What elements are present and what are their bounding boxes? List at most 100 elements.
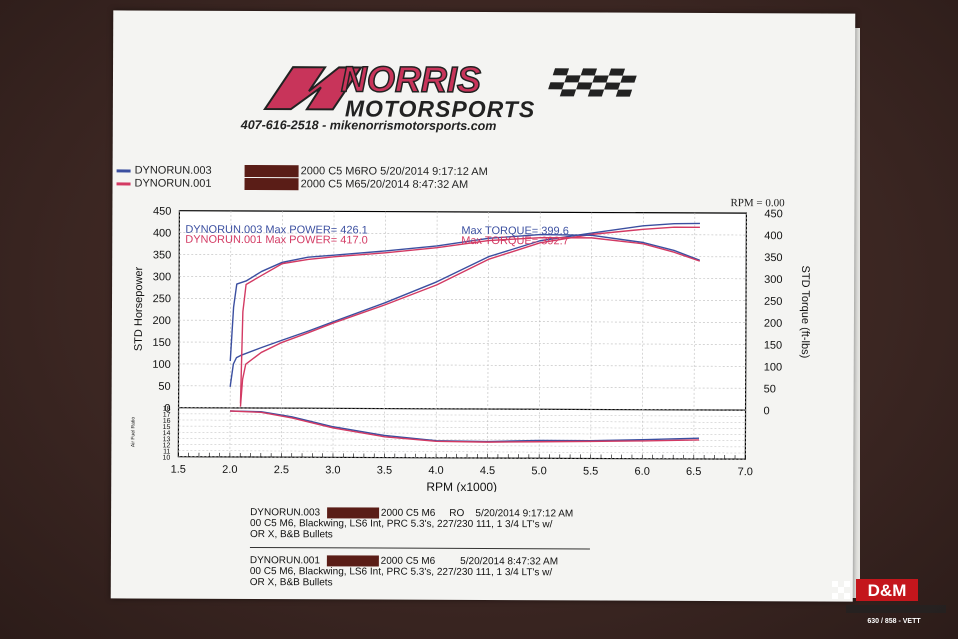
series-line-dynorun-001-power [239,226,700,407]
x-tick-label: 4.0 [428,465,443,477]
x-tick-label: 6.5 [686,466,701,478]
checkered-flag-icon [548,68,637,97]
afr-tick-label: 12 [163,442,171,449]
x-axis-label: RPM (x1000) [426,480,497,494]
x-tick-label: 4.5 [480,465,495,477]
y-right-tick-label: 50 [764,383,776,395]
y-right-tick-label: 300 [764,274,782,286]
y-left-tick-label: 250 [153,293,171,305]
x-tick-label: 5.0 [531,465,546,477]
x-tick-label: 2.0 [222,464,237,476]
y-right-tick-label: 450 [764,208,782,220]
afr-gridline [178,419,746,423]
x-tick-label: 3.0 [325,464,340,476]
norris-logo: NORRIS MOTORSPORTS 407-616-2518 - mikeno… [240,58,637,133]
x-tick-label: 7.0 [738,466,753,478]
y-left-tick-label: 0 [164,403,170,415]
series-line-dynorun-001-afr [230,410,700,443]
y-gridline [179,254,747,258]
afr-gridline [178,456,746,460]
x-gridline [487,212,489,459]
x-gridline [590,212,593,459]
afr-tick-label: 13 [163,436,171,443]
y-left-tick-label: 450 [153,206,171,218]
afr-gridline [178,413,746,417]
x-gridline [641,212,644,459]
y-left-tick-label: 50 [158,381,170,393]
y-left-axis-label: STD Horsepower [133,266,145,351]
afr-tick-label: 16 [163,418,171,425]
footer-run-001: DYNORUN.001 2000 C5 M6 5/20/2014 8:47:32… [250,555,558,589]
y-right-tick-label: 100 [764,361,782,373]
logo-n-shape [262,66,363,111]
afr-tick-label: 18 [163,406,171,413]
y-right-axis-label: STD Torque (ft-lbs) [799,266,811,359]
footer-run-003-id: DYNORUN.003 [250,507,321,519]
chart-annotation: DYNORUN.001 Max POWER= 417.0 [185,234,368,247]
logo-name-top: NORRIS [341,58,481,100]
dyno-sheet: NORRIS MOTORSPORTS 407-616-2518 - mikeno… [110,10,856,602]
y-right-tick-label: 350 [764,252,782,264]
y-gridline [178,363,746,367]
series-line-dynorun-003-power [229,222,700,387]
y-right-tick-label: 200 [764,318,782,330]
watermark-text: D&M [868,581,907,600]
y-left-tick-label: 400 [153,227,171,239]
logo-name-bottom: MOTORSPORTS [345,95,535,122]
y-gridline [179,297,747,302]
y-left-tick-label: 350 [153,249,171,261]
footer-run-001-id: DYNORUN.001 [249,555,320,567]
chart-annotation: Max TORQUE= 392.7 [461,235,569,247]
dyno-chart: 1.5 2.0 2.5 3.0 3.5 4.0 4.5 5.0 5.5 6.0 6.5 7.0 0 50 1… [130,206,811,494]
dm-watermark-logo: D&M 630 / 858 - VETT [832,579,946,625]
footer-run-001-desc2: OR X, B&B Bullets [249,577,333,589]
afr-gridline [178,425,746,429]
afr-gridline [178,431,746,435]
x-gridline [538,212,541,459]
checkered-flag-icon [832,581,850,599]
y-right-tick-label: 250 [764,296,782,308]
y-left-tick-label: 150 [152,337,170,349]
y-gridline [178,385,746,389]
afr-tick-label: 15 [163,424,171,431]
footer-divider [249,546,590,550]
y-right-tick-label: 400 [764,230,782,242]
x-tick-label: 6.0 [635,466,650,478]
chart-annotation: Max TORQUE= 399.6 [461,225,569,237]
x-tick-label: 1.5 [171,464,186,476]
logo-contact: 407-616-2518 - mikenorrismotorsports.com [240,118,497,133]
x-tick-label: 5.5 [583,465,598,477]
y-gridline [179,276,747,280]
watermark-sub: 630 / 858 - VETT [867,618,921,625]
afr-gridline [178,450,746,454]
x-gridline [229,210,232,457]
x-gridline [693,212,696,459]
x-gridline [435,211,438,458]
series-line-dynorun-003-torque [229,233,701,362]
footer-run-003-tail: 2000 C5 M6 RO 5/20/2014 9:17:12 AM [380,507,574,520]
afr-tick-label: 11 [163,448,170,455]
footer-run-003-desc2: OR X, B&B Bullets [249,529,333,541]
y-left-tick-label: 100 [152,359,170,371]
x-gridline [745,213,747,460]
y-right-tick-label: 0 [764,405,770,417]
x-gridline [332,211,335,458]
afr-tick-label: 10 [163,455,171,462]
redaction-bar [326,555,379,567]
y-right-tick-label: 150 [764,340,782,352]
x-tick-label: 2.5 [274,464,289,476]
footer-run-003: DYNORUN.003 2000 C5 M6 RO 5/20/2014 9:17… [250,507,573,542]
x-tick-label: 3.5 [377,465,392,477]
afr-tick-label: 14 [163,430,171,437]
afr-axis-label: Air Fuel Ratio [130,417,136,448]
afr-tick-label: 17 [163,412,171,419]
y-left-tick-label: 200 [153,315,171,327]
afr-gridline [178,407,746,411]
y-gridline [178,319,746,323]
footer-run-001-tail: 2000 C5 M6 5/20/2014 8:47:32 AM [380,555,559,568]
afr-gridline [178,444,746,448]
plot-area [177,210,748,460]
y-gridline [178,341,746,345]
redaction-bar [326,507,379,519]
